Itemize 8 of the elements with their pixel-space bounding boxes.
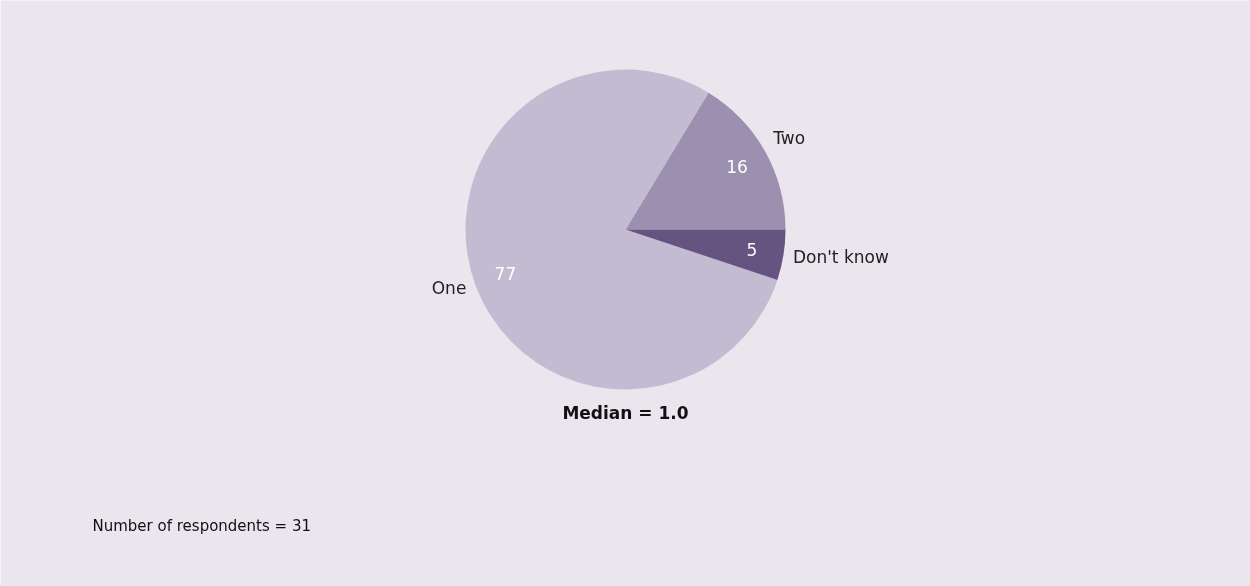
data-label: 77: [494, 264, 517, 285]
slice-label: One: [431, 278, 467, 299]
text: Number of respondents = 31: [92, 516, 311, 535]
slice-label: Don't know: [792, 246, 889, 267]
data-label: 5: [746, 240, 758, 261]
slice-label: Two: [772, 128, 806, 149]
text: Median = 1.0: [562, 402, 689, 423]
data-label: 16: [726, 157, 748, 178]
